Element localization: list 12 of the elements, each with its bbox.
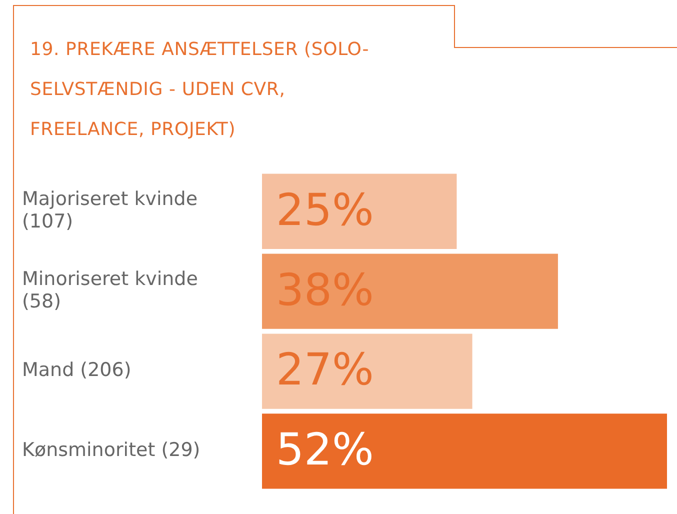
- data-label: 52%: [276, 424, 374, 476]
- y-tick-label: Kønsminoritet (29): [22, 439, 200, 462]
- data-label: 25%: [276, 184, 374, 236]
- bar: [262, 174, 457, 249]
- data-label: 27%: [276, 344, 374, 396]
- bar: [262, 254, 558, 329]
- bar: [262, 334, 472, 409]
- y-tick-label: Mand (206): [22, 359, 132, 382]
- y-tick-label: Minoriseret kvinde (58): [22, 268, 198, 313]
- bar: [262, 414, 667, 489]
- chart-title: 19. PREKÆRE ANSÆTTELSER (SOLO-SELVSTÆNDIG - UDEN CVR, FREELANCE, PROJEKT): [30, 38, 370, 142]
- y-tick-label: Majoriseret kvinde (107): [22, 188, 198, 233]
